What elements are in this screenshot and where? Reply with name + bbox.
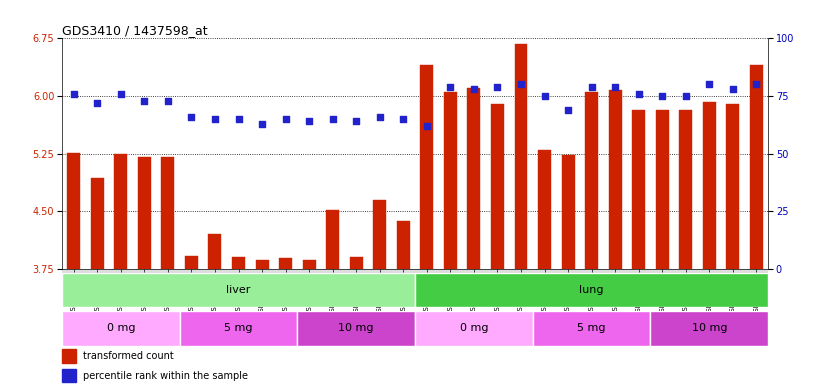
Point bbox=[538, 93, 551, 99]
Point bbox=[585, 84, 598, 90]
Bar bbox=[538, 150, 551, 269]
Point bbox=[632, 91, 645, 97]
Point bbox=[67, 91, 80, 97]
Bar bbox=[609, 90, 622, 269]
Bar bbox=[373, 200, 387, 269]
Point bbox=[302, 118, 316, 124]
Bar bbox=[415, 273, 768, 307]
Bar bbox=[656, 110, 669, 269]
Bar bbox=[179, 311, 297, 346]
Text: transformed count: transformed count bbox=[83, 351, 174, 361]
Bar bbox=[62, 311, 179, 346]
Bar bbox=[533, 311, 651, 346]
Bar bbox=[114, 154, 127, 269]
Point bbox=[656, 93, 669, 99]
Point bbox=[679, 93, 692, 99]
Point bbox=[255, 121, 268, 127]
Bar bbox=[468, 88, 481, 269]
Bar bbox=[491, 104, 504, 269]
Bar bbox=[515, 44, 528, 269]
Bar bbox=[585, 92, 598, 269]
Bar bbox=[208, 234, 221, 269]
Bar bbox=[297, 311, 415, 346]
Bar bbox=[185, 256, 198, 269]
Bar bbox=[562, 155, 575, 269]
Bar bbox=[302, 260, 316, 269]
Point bbox=[726, 86, 739, 92]
Bar bbox=[415, 311, 533, 346]
Point bbox=[373, 114, 387, 120]
Text: 5 mg: 5 mg bbox=[577, 323, 606, 333]
Bar bbox=[679, 110, 692, 269]
Bar bbox=[255, 260, 268, 269]
Bar bbox=[651, 311, 768, 346]
Bar bbox=[91, 178, 104, 269]
Bar bbox=[444, 92, 457, 269]
Text: 0 mg: 0 mg bbox=[107, 323, 135, 333]
Bar bbox=[62, 349, 76, 363]
Bar bbox=[232, 257, 245, 269]
Point bbox=[750, 81, 763, 88]
Bar bbox=[632, 110, 645, 269]
Point bbox=[232, 116, 245, 122]
Text: 10 mg: 10 mg bbox=[691, 323, 727, 333]
Bar bbox=[420, 65, 434, 269]
Bar bbox=[703, 102, 716, 269]
Point bbox=[562, 107, 575, 113]
Point bbox=[609, 84, 622, 90]
Point bbox=[349, 118, 363, 124]
Bar bbox=[138, 157, 151, 269]
Bar bbox=[326, 210, 339, 269]
Text: percentile rank within the sample: percentile rank within the sample bbox=[83, 371, 248, 381]
Point bbox=[185, 114, 198, 120]
Point bbox=[91, 100, 104, 106]
Bar bbox=[62, 273, 415, 307]
Bar bbox=[62, 369, 76, 382]
Point bbox=[491, 84, 504, 90]
Text: 5 mg: 5 mg bbox=[224, 323, 253, 333]
Point bbox=[444, 84, 457, 90]
Point bbox=[161, 98, 174, 104]
Bar bbox=[750, 65, 763, 269]
Point bbox=[138, 98, 151, 104]
Bar bbox=[67, 153, 80, 269]
Text: 10 mg: 10 mg bbox=[339, 323, 374, 333]
Bar bbox=[349, 257, 363, 269]
Bar bbox=[396, 221, 410, 269]
Text: 0 mg: 0 mg bbox=[459, 323, 488, 333]
Point bbox=[515, 81, 528, 88]
Bar bbox=[161, 157, 174, 269]
Text: lung: lung bbox=[579, 285, 604, 295]
Point bbox=[326, 116, 339, 122]
Point bbox=[279, 116, 292, 122]
Point bbox=[420, 123, 434, 129]
Point bbox=[703, 81, 716, 88]
Bar bbox=[279, 258, 292, 269]
Point bbox=[396, 116, 410, 122]
Text: GDS3410 / 1437598_at: GDS3410 / 1437598_at bbox=[62, 24, 207, 37]
Point bbox=[208, 116, 221, 122]
Text: liver: liver bbox=[226, 285, 251, 295]
Bar bbox=[726, 104, 739, 269]
Point bbox=[468, 86, 481, 92]
Point bbox=[114, 91, 127, 97]
